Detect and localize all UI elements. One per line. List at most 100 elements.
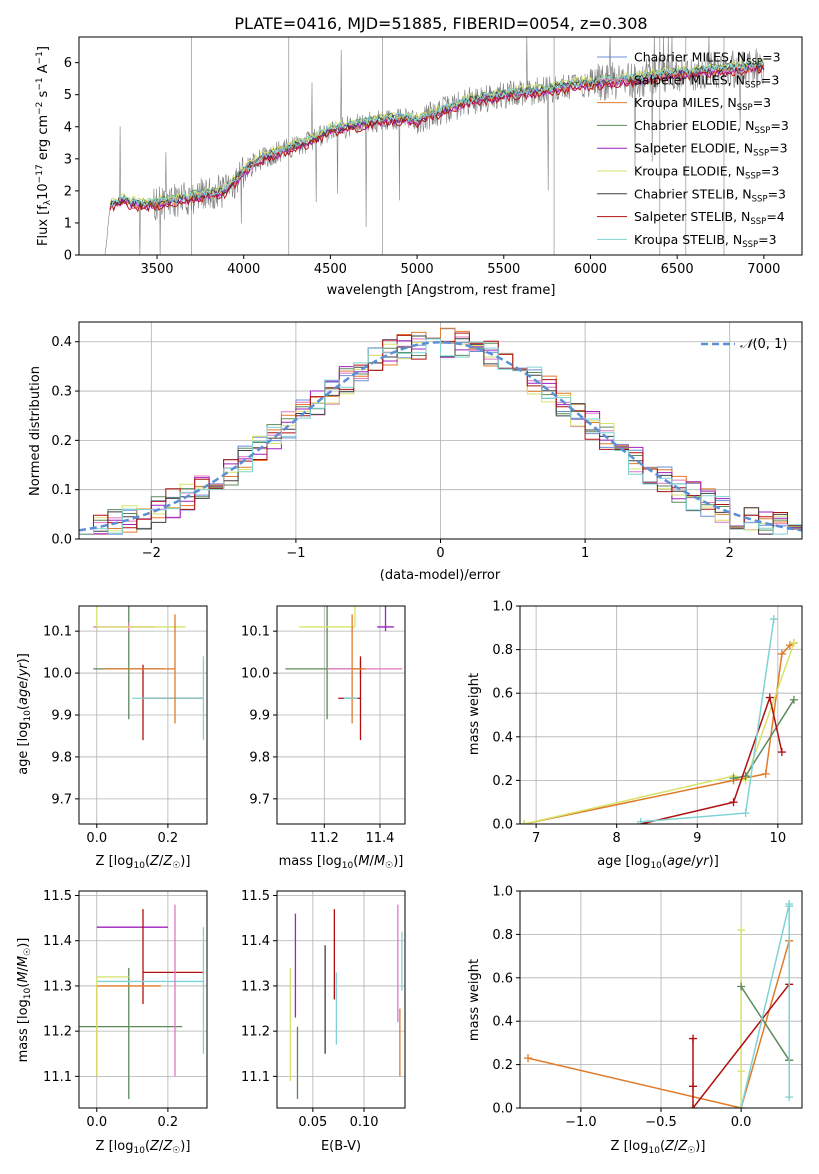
weight-vs-age-marker: [636, 817, 645, 824]
spectrum-y-tick-label: 3: [64, 152, 72, 167]
residual-y-tick-label: 0.3: [51, 385, 72, 400]
spectrum-x-tick-label: 5000: [401, 262, 434, 277]
age-vs-mass-y-tick-label: 9.9: [249, 709, 270, 724]
age-vs-mass-point: [299, 606, 356, 628]
residual-x-tick-label: 2: [726, 546, 734, 561]
legend-entry-name: Salpeter ELODIE, N: [634, 141, 753, 156]
legend-entry: Kroupa MILES, NSSP=3: [634, 95, 771, 113]
legend-entry-name: Salpeter MILES, N: [634, 72, 745, 87]
weight-vs-z-line: [527, 940, 790, 1108]
spectrum-y-tick-label: 1: [64, 216, 72, 231]
mass-vs-ebv-y-tick-label: 11.5: [241, 889, 270, 904]
weight-vs-z-panel: −1.0 −0.5 0.0 0.0 0.2 0.4 0.6 0.8 1.0 Z [log10(Z…: [467, 885, 803, 1156]
mass-vs-z-point: [79, 967, 183, 1099]
mass-vs-ebv-y-tick-label: 11.4: [241, 934, 270, 949]
spectrum-y-tick-label: 0: [64, 249, 72, 264]
weight-vs-z-marker: [785, 902, 794, 911]
legend-entry-count: =3: [770, 118, 788, 133]
weight-vs-age-marker: [777, 649, 786, 658]
mass-vs-z-point: [142, 909, 204, 1005]
weight-vs-age-marker: [789, 639, 798, 648]
weight-vs-z-line: [740, 903, 790, 1108]
gaussian-legend-label: 𝒩(0, 1): [740, 337, 787, 352]
mass-vs-ebv-x-tick-label: 0.10: [350, 1115, 379, 1130]
mass-vs-ebv-y-tick-label: 11.1: [241, 1070, 270, 1085]
weight-vs-age-line: [523, 642, 795, 824]
weight-vs-age-x-tick-label: 8: [613, 831, 621, 846]
weight-vs-z-marker: [785, 1093, 794, 1102]
age-vs-mass-x-label: mass [log10(M/M☉)]: [279, 854, 404, 871]
weight-vs-z-marker: [689, 1104, 698, 1108]
weight-vs-age-line: [640, 694, 783, 824]
residual-y-tick-label: 0.0: [51, 533, 72, 548]
weight-vs-age-y-tick-label: 0.8: [492, 643, 513, 658]
legend-entry: Chabrier MILES, NSSP=3: [634, 50, 781, 68]
age-vs-mass-point: [377, 606, 394, 632]
weight-vs-age-marker: [729, 774, 738, 783]
mass-vs-z-marks: [79, 904, 205, 1099]
legend-entry-name: Kroupa STELIB, N: [634, 232, 742, 247]
age-vs-mass-point: [351, 614, 367, 724]
weight-vs-z-y-tick-label: 0.0: [492, 1102, 513, 1117]
legend-entry-subscript: SSP: [745, 172, 761, 182]
spectrum-x-label: wavelength [Angstrom, rest frame]: [327, 283, 556, 298]
gaussian-curve: [79, 340, 802, 532]
legend-entry-count: =3: [761, 72, 779, 87]
spectrum-y-tick-label: 6: [64, 56, 72, 71]
legend-entry-name: Chabrier ELODIE, N: [634, 118, 754, 133]
mass-vs-ebv-x-tick-label: 0.05: [298, 1115, 327, 1130]
weight-vs-z-y-label: mass weight: [467, 959, 482, 1041]
residual-y-label: Normed distribution: [28, 366, 43, 496]
weight-vs-z-y-tick-label: 0.4: [492, 1015, 513, 1030]
age-vs-z-x-tick-label: 0.2: [158, 831, 179, 846]
weight-vs-z-line: [692, 983, 790, 1108]
legend-entry-count: =3: [758, 232, 776, 247]
age-vs-mass-x-tick-label: 11.2: [310, 831, 339, 846]
weight-vs-z-marker: [737, 982, 746, 991]
spectrum-y-tick-label: 4: [64, 120, 72, 135]
residual-marks: [79, 327, 802, 535]
legend-entry-subscript: SSP: [745, 80, 761, 90]
mass-vs-ebv-frame: [276, 890, 406, 1109]
weight-vs-z-y-tick-label: 0.6: [492, 971, 513, 986]
mass-vs-ebv-panel: 0.05 0.10 11.1 11.2 11.3 11.4 11.5 E(B-V): [241, 889, 406, 1154]
weight-vs-age-y-label: mass weight: [467, 673, 482, 755]
age-vs-z-y-tick-label: 9.9: [51, 709, 72, 724]
weight-vs-age-series: [636, 615, 778, 824]
model-spectrum: [109, 64, 765, 213]
age-vs-z-panel: 0.0 0.29.79.89.910.010.1 Z [log10(Z/Z☉)] …: [16, 605, 208, 871]
mass-vs-z-y-tick-label: 11.4: [43, 934, 72, 949]
legend-entry-subscript: SSP: [753, 149, 769, 159]
legend-entry-count: =4: [766, 209, 784, 224]
mass-vs-ebv-y-tick-label: 11.3: [241, 979, 270, 994]
weight-vs-age-x-label: age [log10(age/yr)]: [597, 854, 719, 871]
spectrum-title: PLATE=0416, MJD=51885, FIBERID=0054, z=0…: [234, 14, 647, 33]
legend-entry: Chabrier STELIB, NSSP=3: [634, 186, 786, 204]
legend-entry-count: =3: [753, 95, 771, 110]
mass-vs-z-panel: 0.0 0.2 11.1 11.2 11.3 11.4 11.5 Z [log10(Z/Z☉…: [16, 889, 208, 1156]
legend-entry-name: Chabrier MILES, N: [634, 50, 746, 65]
residual-histogram: [79, 338, 802, 535]
age-vs-z-marks: [93, 606, 205, 741]
legend-entry-count: =3: [761, 164, 779, 179]
mass-vs-z-y-label: mass [log10(M/M☉)]: [16, 938, 33, 1063]
age-vs-z-x-label: Z [log10(Z/Z☉)]: [96, 854, 191, 871]
age-vs-z-x-tick-label: 0.0: [86, 831, 107, 846]
weight-vs-z-y-tick-label: 0.8: [492, 928, 513, 943]
mass-vs-z-y-tick-label: 11.2: [43, 1025, 72, 1040]
legend-entry-subscript: SSP: [750, 217, 766, 227]
gaussian-legend: 𝒩(0, 1): [701, 337, 787, 352]
mass-vs-z-point: [96, 927, 205, 1054]
age-vs-z-y-tick-label: 9.7: [51, 792, 72, 807]
mass-vs-z-x-label: Z [log10(Z/Z☉)]: [96, 1139, 191, 1156]
weight-vs-z-x-tick-label: −1.0: [565, 1115, 597, 1130]
spectrum-x-tick-label: 4000: [227, 262, 260, 277]
weight-vs-age-marker: [729, 798, 738, 807]
age-vs-z-point: [132, 656, 205, 741]
weight-vs-age-y-tick-label: 0.2: [492, 774, 513, 789]
age-vs-mass-y-tick-label: 9.8: [249, 750, 270, 765]
spectrum-x-tick-label: 3500: [140, 262, 173, 277]
weight-vs-age-y-tick-label: 0.6: [492, 687, 513, 702]
age-vs-mass-panel: 11.2 11.4 9.7 9.8 9.9 10.0 10.1 mass [log10(M/…: [241, 605, 406, 871]
mass-vs-z-y-tick-label: 11.5: [43, 889, 72, 904]
